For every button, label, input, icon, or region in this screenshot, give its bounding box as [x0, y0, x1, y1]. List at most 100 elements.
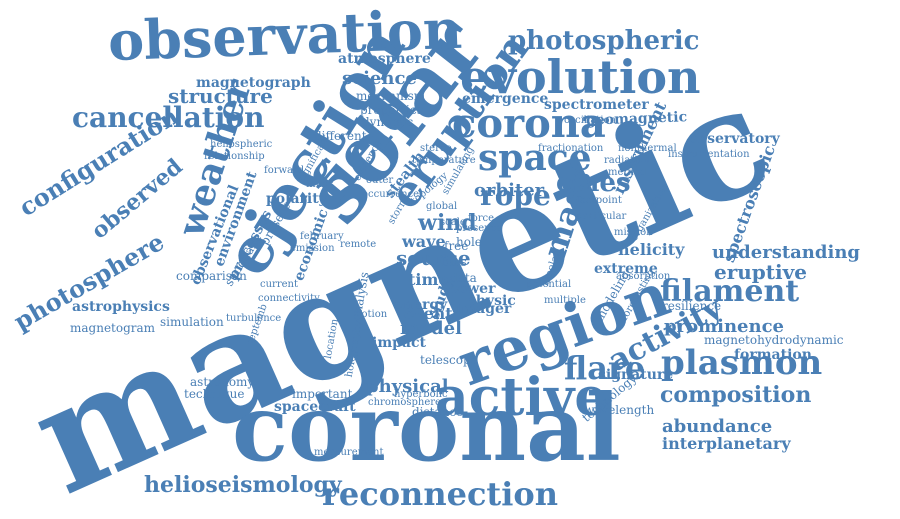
word-outer: outer: [366, 175, 394, 186]
word-properties: properties: [360, 103, 424, 117]
word-plasmon: plasmon: [661, 343, 823, 383]
word-evolution: evolution: [460, 50, 701, 104]
word-spectrometer: spectrometer: [544, 97, 649, 113]
word-filament: filament: [660, 274, 800, 309]
word-telescope: telescope: [420, 353, 478, 367]
word-abundance: abundance: [662, 416, 773, 437]
word-observatory: observatory: [688, 131, 780, 147]
word-connectivity: connectivity: [258, 293, 320, 304]
word-multiple: multiple: [544, 295, 586, 306]
word-power: power: [448, 281, 496, 297]
word-forward: forward: [264, 165, 305, 176]
word-force: force: [468, 213, 495, 224]
word-cancellation: cancellation: [72, 101, 265, 134]
word-wave: wave: [402, 232, 446, 251]
word-footpoint: footpoint: [576, 195, 622, 206]
word-spacecraft: spacecraft: [274, 399, 356, 415]
word-inner: inner: [306, 179, 333, 190]
word-relationship: relationship: [204, 151, 265, 162]
word-formation: formation: [734, 347, 812, 363]
word-data: data: [450, 271, 477, 285]
word-physic: physic: [466, 293, 516, 309]
word-occurrence: occurrence: [362, 189, 420, 200]
word-bias: bias: [442, 255, 467, 269]
word-technique: technique: [184, 387, 245, 401]
word-resilience: resilience: [662, 299, 722, 313]
word-particular: particular: [576, 211, 627, 222]
word-orbiter: orbiter: [474, 180, 545, 201]
word-time: time: [408, 270, 449, 289]
word-turbulence: turbulence: [226, 313, 282, 324]
word-reconnection: reconnection: [322, 475, 558, 513]
word-understanding: understanding: [712, 242, 860, 263]
word-mission: mission: [614, 227, 653, 238]
word-signature: signature: [598, 367, 674, 383]
word-astronomy: astronomy: [190, 375, 255, 389]
word-polarity: polarity: [266, 191, 327, 207]
word-event: event: [404, 304, 453, 323]
word-atmosphere: atmosphere: [338, 51, 431, 67]
word-current: current: [260, 279, 298, 290]
word-space: space: [478, 137, 592, 179]
word-potential: potential: [526, 279, 572, 290]
word-impact: impact: [372, 335, 426, 351]
word-emission: emission: [290, 243, 335, 254]
word-stereo: stereo: [420, 143, 452, 154]
word-helioseismology: helioseismology: [144, 472, 342, 498]
word-structure: structure: [168, 84, 273, 108]
word-emergence: emergence: [462, 91, 549, 107]
word-hole: hole: [456, 235, 482, 249]
word-physical: physical: [366, 376, 449, 397]
word-scale: scale: [440, 217, 466, 228]
word-magnetohydrodynamic: magnetohydrodynamic: [704, 333, 844, 347]
word-mechanism: mechanism: [356, 89, 426, 103]
word-fractionation: fractionation: [538, 143, 604, 154]
word-dynamic: dynamic: [362, 115, 414, 129]
word-oscillation: oscillation: [564, 115, 616, 126]
word-interplanetary: interplanetary: [662, 434, 791, 453]
word-chromosphere: chromosphere: [368, 397, 441, 408]
word-hyperbolic: hyperbolic: [394, 389, 448, 400]
word-radiation: radiation: [604, 155, 650, 166]
word-corona: corona: [452, 100, 606, 147]
word-method: method: [608, 167, 647, 178]
word-different: different: [314, 129, 367, 143]
word-cmes: cmes: [556, 168, 631, 198]
word-distance: distance: [412, 405, 464, 419]
word-model: model: [400, 318, 462, 339]
word-flare: flare: [564, 349, 646, 387]
word-comparison: comparison: [176, 269, 247, 283]
word-simulation: simulation: [160, 315, 224, 329]
word-wavelength: wavelength: [584, 403, 655, 417]
word-extreme: extreme: [594, 261, 658, 277]
word-instrumentation: instrumentation: [668, 149, 750, 160]
word-motion: motion: [352, 309, 388, 320]
word-prominence: prominence: [664, 316, 784, 337]
word-astrophysics: astrophysics: [72, 299, 170, 315]
word-february: february: [300, 231, 344, 242]
word-eruptive: eruptive: [714, 260, 807, 284]
word-science: science: [342, 68, 417, 89]
word-coronal: coronal: [232, 374, 621, 482]
word-energy: energy: [394, 297, 448, 313]
word-measurement: measurement: [314, 447, 384, 458]
word-heliospheric: heliospheric: [210, 139, 273, 150]
word-free: free: [444, 239, 469, 253]
word-imager: imager: [456, 301, 512, 317]
word-important: important: [292, 387, 353, 401]
word-source: source: [396, 246, 471, 270]
word-absorption: absorption: [616, 271, 671, 282]
word-active: active: [435, 367, 608, 428]
word-remote: remote: [340, 239, 377, 250]
word-wind: wind: [418, 210, 477, 236]
word-helicity: helicity: [618, 240, 685, 259]
word-nonthermal: nonthermal: [618, 143, 677, 154]
word-temperature: temperature: [412, 155, 476, 166]
word-photospheric: photospheric: [508, 26, 700, 56]
word-magnetograph: magnetograph: [196, 75, 311, 91]
word-magnetogram: magnetogram: [70, 321, 156, 335]
word-presence: presence: [456, 223, 503, 234]
word-global: global: [426, 201, 458, 212]
word-composition: composition: [660, 382, 812, 408]
